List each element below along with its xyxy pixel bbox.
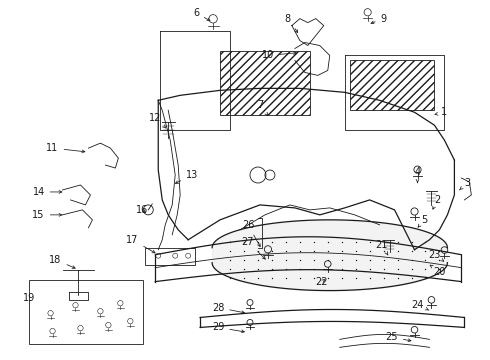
Text: 19: 19 — [23, 293, 35, 302]
Text: 7: 7 — [257, 100, 268, 116]
Text: 1: 1 — [435, 107, 447, 117]
Text: 13: 13 — [175, 170, 198, 183]
Text: 17: 17 — [126, 235, 155, 253]
Text: 26: 26 — [242, 220, 260, 247]
Text: 6: 6 — [193, 8, 210, 21]
Text: 20: 20 — [430, 265, 445, 276]
Text: 16: 16 — [136, 205, 148, 215]
Text: 27: 27 — [242, 237, 266, 259]
Text: 29: 29 — [212, 323, 245, 333]
Text: 21: 21 — [375, 240, 388, 255]
Text: 9: 9 — [371, 14, 387, 24]
Text: 18: 18 — [49, 255, 75, 268]
Text: 8: 8 — [285, 14, 298, 33]
Text: 5: 5 — [418, 215, 428, 227]
Text: 25: 25 — [385, 332, 411, 342]
Text: 11: 11 — [47, 143, 85, 153]
Text: 28: 28 — [212, 302, 245, 314]
Text: 14: 14 — [32, 187, 62, 197]
Text: 3: 3 — [460, 178, 470, 190]
Text: 2: 2 — [433, 195, 441, 209]
Bar — [28, 280, 143, 345]
Text: 22: 22 — [316, 276, 328, 287]
Text: 23: 23 — [428, 250, 444, 261]
Text: 4: 4 — [415, 167, 420, 183]
Text: 15: 15 — [32, 210, 62, 220]
Text: 12: 12 — [149, 113, 166, 128]
Text: 10: 10 — [262, 50, 296, 60]
Text: 24: 24 — [411, 300, 429, 310]
